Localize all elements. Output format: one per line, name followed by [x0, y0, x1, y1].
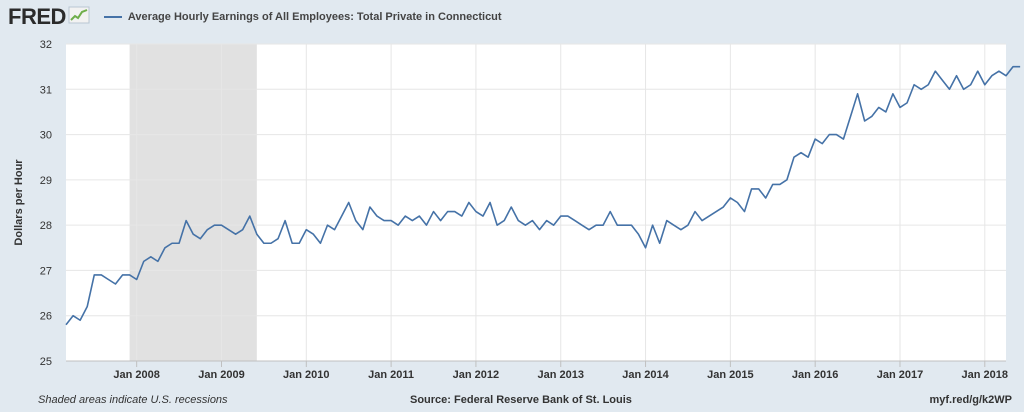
x-tick-label: Jan 2016	[792, 369, 838, 381]
y-tick-label: 26	[40, 311, 52, 323]
source-note: Source: Federal Reserve Bank of St. Loui…	[410, 394, 632, 406]
x-tick-labels: Jan 2008 Jan 2009 Jan 2010 Jan 2011 Jan 2012…	[113, 369, 1008, 381]
x-tick-label: Jan 2012	[453, 369, 499, 381]
y-tick-label: 30	[40, 130, 52, 142]
x-tick-label: Jan 2013	[537, 369, 583, 381]
fred-logo[interactable]: FRED	[8, 4, 90, 30]
chart-footer: Shaded areas indicate U.S. recessions So…	[0, 394, 1024, 410]
y-tick-labels: 25 26 27 28 29 30 31 32	[40, 39, 52, 368]
x-tick-label: Jan 2011	[368, 369, 414, 381]
chart-header: FRED Average Hourly Earnings of All Empl…	[8, 4, 502, 30]
x-tick-label: Jan 2008	[113, 369, 159, 381]
grid-lines	[66, 43, 1006, 367]
y-tick-label: 28	[40, 220, 52, 232]
chart-legend: Average Hourly Earnings of All Employees…	[103, 11, 502, 23]
y-tick-label: 29	[40, 175, 52, 187]
x-tick-label: Jan 2017	[877, 369, 923, 381]
series-line-0	[65, 65, 1021, 326]
legend-label: Average Hourly Earnings of All Employees…	[127, 11, 502, 23]
y-tick-label: 25	[40, 356, 52, 368]
fred-logo-text: FRED	[8, 4, 66, 29]
y-tick-label: 31	[40, 84, 52, 96]
y-axis-label: Dollars per Hour	[13, 159, 25, 246]
x-tick-label: Jan 2015	[707, 369, 753, 381]
y-tick-label: 27	[40, 265, 52, 277]
x-tick-label: Jan 2018	[962, 369, 1008, 381]
x-tick-label: Jan 2014	[622, 369, 669, 381]
x-tick-label: Jan 2010	[283, 369, 329, 381]
recession-note: Shaded areas indicate U.S. recessions	[38, 394, 228, 406]
series-lines	[65, 65, 1021, 326]
trend-line-icon	[68, 4, 90, 30]
legend-swatch	[103, 16, 122, 18]
recession-band-0	[129, 44, 257, 361]
recession-bands	[129, 44, 257, 361]
line-chart: 25 26 27 28 29 30 31 32 Jan 2008 Jan 2009 Jan 201…	[13, 39, 1021, 381]
x-tick-label: Jan 2009	[198, 369, 244, 381]
short-link[interactable]: myf.red/g/k2WP	[929, 394, 1012, 406]
y-tick-label: 32	[40, 39, 52, 51]
